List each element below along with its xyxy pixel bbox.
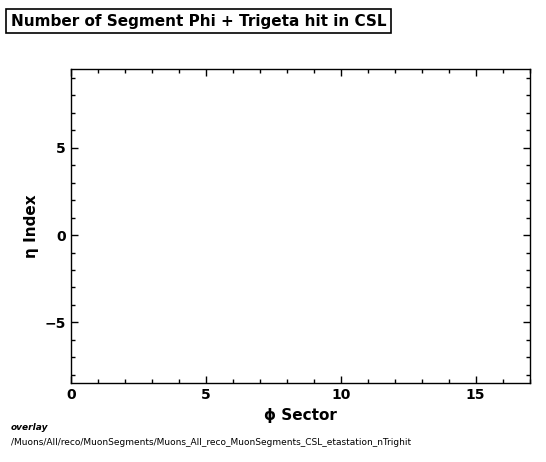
- X-axis label: ϕ Sector: ϕ Sector: [264, 408, 337, 423]
- Text: overlay: overlay: [11, 423, 49, 432]
- Y-axis label: η Index: η Index: [24, 195, 39, 258]
- Text: /Muons/All/reco/MuonSegments/Muons_All_reco_MuonSegments_CSL_etastation_nTrighit: /Muons/All/reco/MuonSegments/Muons_All_r…: [11, 438, 411, 447]
- Text: Number of Segment Phi + Trigeta hit in CSL: Number of Segment Phi + Trigeta hit in C…: [11, 14, 387, 29]
